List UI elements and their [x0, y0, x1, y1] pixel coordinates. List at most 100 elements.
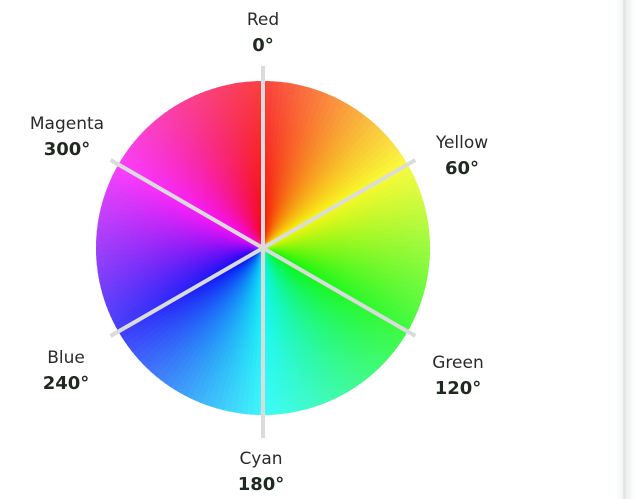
wheel-wedge	[130, 131, 263, 248]
wheel-wedge	[263, 248, 375, 385]
wheel-wedge	[263, 248, 301, 415]
hue-name-blue: Blue	[47, 348, 85, 368]
wheel-wedge	[138, 248, 263, 373]
wheel-wedge	[263, 248, 371, 389]
wheel-wedge	[263, 198, 430, 248]
hue-degrees-yellow: 60°	[444, 158, 480, 179]
wheel-wedge	[97, 248, 263, 303]
wheel-wedge	[237, 81, 263, 248]
wheel-wedge	[263, 248, 393, 369]
wheel-wedge	[263, 248, 361, 395]
wheel-wedge	[105, 248, 263, 326]
wheel-wedge	[133, 127, 263, 248]
wheel-wedge	[263, 248, 313, 415]
wheel-wedge	[263, 248, 346, 404]
wheel-wedge	[263, 248, 324, 413]
wheel-wedge	[263, 248, 384, 378]
wheel-wedge	[263, 176, 424, 248]
wheel-wedge	[102, 248, 263, 320]
wheel-wedge	[180, 92, 263, 248]
wheel-wedge	[263, 248, 283, 415]
hue-degrees-blue: 240°	[42, 373, 90, 394]
hue-label-magenta: Magenta 300°	[0, 116, 137, 159]
wheel-wedge	[116, 248, 263, 346]
wheel-wedge	[263, 248, 380, 381]
wheel-wedge	[208, 82, 263, 248]
wheel-wedge	[263, 248, 295, 415]
wheel-wedge	[146, 115, 263, 248]
wheel-wedge	[263, 222, 430, 248]
wheel-wedge	[100, 248, 263, 315]
wheel-wedge	[263, 248, 366, 392]
wheel-wedge	[122, 248, 263, 356]
wheel-wedge	[126, 248, 263, 360]
hue-name-yellow: Yellow	[435, 133, 489, 153]
wheel-wedge	[96, 248, 263, 292]
wheel-wedge	[119, 248, 264, 351]
wheel-wedge	[213, 81, 263, 248]
hue-name-magenta: Magenta	[29, 114, 105, 134]
wheel-wedge	[96, 248, 263, 274]
wheel-wedge	[263, 150, 410, 248]
wheel-wedge	[219, 81, 263, 248]
wheel-wedge	[130, 248, 263, 365]
wheel-wedge	[263, 145, 407, 248]
wheel-wedge	[96, 248, 263, 268]
wheel-wedge	[263, 248, 335, 409]
hue-label-yellow: Yellow 60°	[392, 135, 532, 178]
hue-degrees-green: 120°	[434, 378, 482, 399]
wheel-wedge	[96, 248, 263, 298]
hue-name-green: Green	[432, 353, 484, 373]
wheel-wedge	[231, 81, 263, 248]
wheel-wedge	[185, 90, 263, 248]
wheel-wedge	[263, 210, 430, 248]
wheel-wedge	[243, 81, 263, 248]
wheel-wedge	[96, 248, 263, 280]
wheel-wedge	[263, 193, 429, 248]
hue-name-red: Red	[246, 10, 280, 30]
wheel-wedge	[263, 248, 388, 373]
wheel-wedge	[263, 111, 375, 248]
hue-label-blue: Blue 240°	[0, 350, 136, 393]
wheel-wedge	[263, 118, 384, 248]
wheel-wedge	[263, 248, 307, 415]
wheel-wedge	[263, 248, 400, 360]
wheel-wedge	[263, 248, 289, 415]
wheel-wedge	[96, 248, 263, 286]
wheel-wedge	[263, 248, 351, 401]
wheel-wedge	[146, 248, 263, 381]
wheel-wedge	[263, 115, 380, 248]
wheel-wedge	[142, 118, 263, 248]
wheel-wedge	[263, 170, 421, 248]
wheel-wedge	[151, 111, 263, 248]
wheel-wedge	[175, 95, 263, 249]
wheel-wedge	[263, 248, 396, 365]
divider-line-magenta	[109, 158, 264, 250]
wheel-wedge	[263, 187, 428, 248]
wheel-wedge	[263, 131, 396, 248]
hue-degrees-cyan: 180°	[237, 474, 285, 495]
page-edge-divider	[615, 0, 635, 499]
wheel-wedge	[170, 98, 263, 249]
wheel-wedge	[263, 136, 400, 248]
wheel-wedge	[263, 248, 356, 398]
wheel-wedge	[263, 123, 388, 248]
wheel-wedge	[133, 248, 263, 369]
wheel-wedge	[138, 123, 263, 248]
wheel-wedge	[263, 248, 341, 406]
wheel-wedge	[263, 228, 430, 248]
wheel-wedge	[142, 248, 263, 378]
wheel-wedge	[263, 248, 318, 414]
wheel-wedge	[98, 248, 263, 309]
hue-label-cyan: Cyan 180°	[191, 451, 331, 494]
wheel-wedge	[263, 127, 393, 248]
hue-name-cyan: Cyan	[239, 449, 283, 469]
wheel-wedge	[263, 181, 426, 248]
wheel-wedge	[196, 85, 263, 248]
divider-line-green	[262, 246, 417, 338]
hue-label-green: Green 120°	[388, 355, 528, 398]
wheel-wedge	[263, 140, 404, 248]
wheel-wedge	[263, 216, 430, 248]
wheel-wedge	[151, 248, 263, 385]
wheel-wedge	[126, 136, 263, 248]
